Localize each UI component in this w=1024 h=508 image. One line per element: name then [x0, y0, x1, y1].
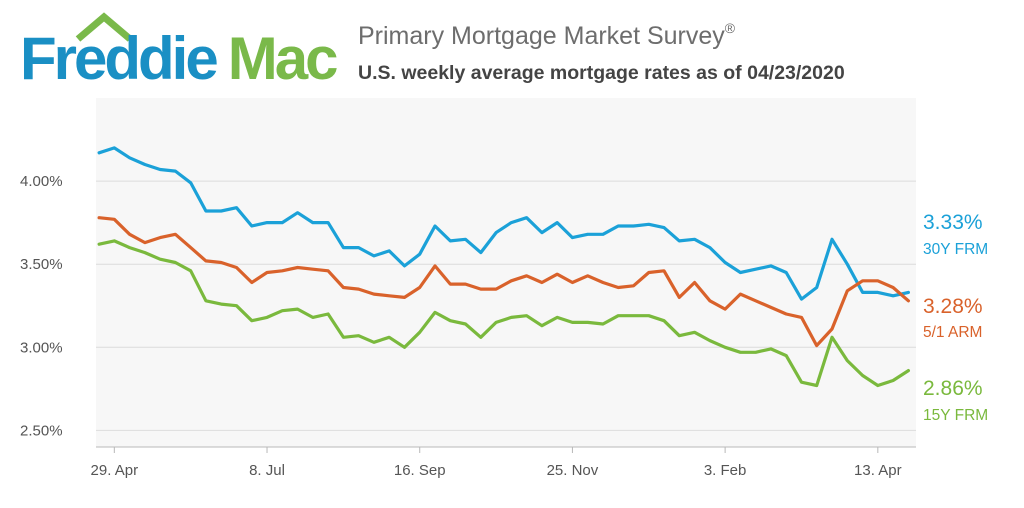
series-name-label: 15Y FRM: [923, 407, 988, 424]
chart-subtitle: U.S. weekly average mortgage rates as of…: [358, 62, 845, 84]
series-line-15y-frm: [97, 239, 911, 388]
series-line-30y-frm: [97, 146, 911, 301]
x-tick-label: 16. Sep: [394, 462, 446, 479]
logo-wordmark: Freddie Mac: [20, 25, 339, 92]
logo-text-freddie: Freddie: [20, 25, 219, 92]
end-value-label: 3.33%: [923, 211, 983, 234]
y-tick-label: 3.50%: [20, 256, 63, 273]
series-line-5-1-arm: [97, 216, 911, 348]
y-tick-label: 2.50%: [20, 422, 63, 439]
chart-title-text: Primary Mortgage Market Survey: [358, 22, 725, 50]
end-value-label: 2.86%: [923, 377, 983, 400]
y-tick-label: 4.00%: [20, 173, 63, 190]
logo-text-mac: Mac: [227, 25, 339, 92]
series-name-label: 30Y FRM: [923, 241, 988, 258]
registered-mark: ®: [724, 20, 736, 36]
y-tick-label: 3.00%: [20, 339, 63, 356]
plot-background: [96, 98, 916, 447]
end-value-label: 3.28%: [923, 295, 983, 318]
x-tick-label: 25. Nov: [547, 462, 599, 479]
x-tick-label: 29. Apr: [91, 462, 139, 479]
freddie-mac-logo: Freddie Mac: [20, 12, 338, 92]
x-tick-label: 13. Apr: [854, 462, 902, 479]
x-tick-label: 3. Feb: [704, 462, 747, 479]
house-roof-icon: [75, 12, 133, 42]
series-name-label: 5/1 ARM: [923, 324, 982, 341]
x-tick-label: 8. Jul: [249, 462, 285, 479]
chart-title: Primary Mortgage Market Survey®: [358, 20, 736, 51]
